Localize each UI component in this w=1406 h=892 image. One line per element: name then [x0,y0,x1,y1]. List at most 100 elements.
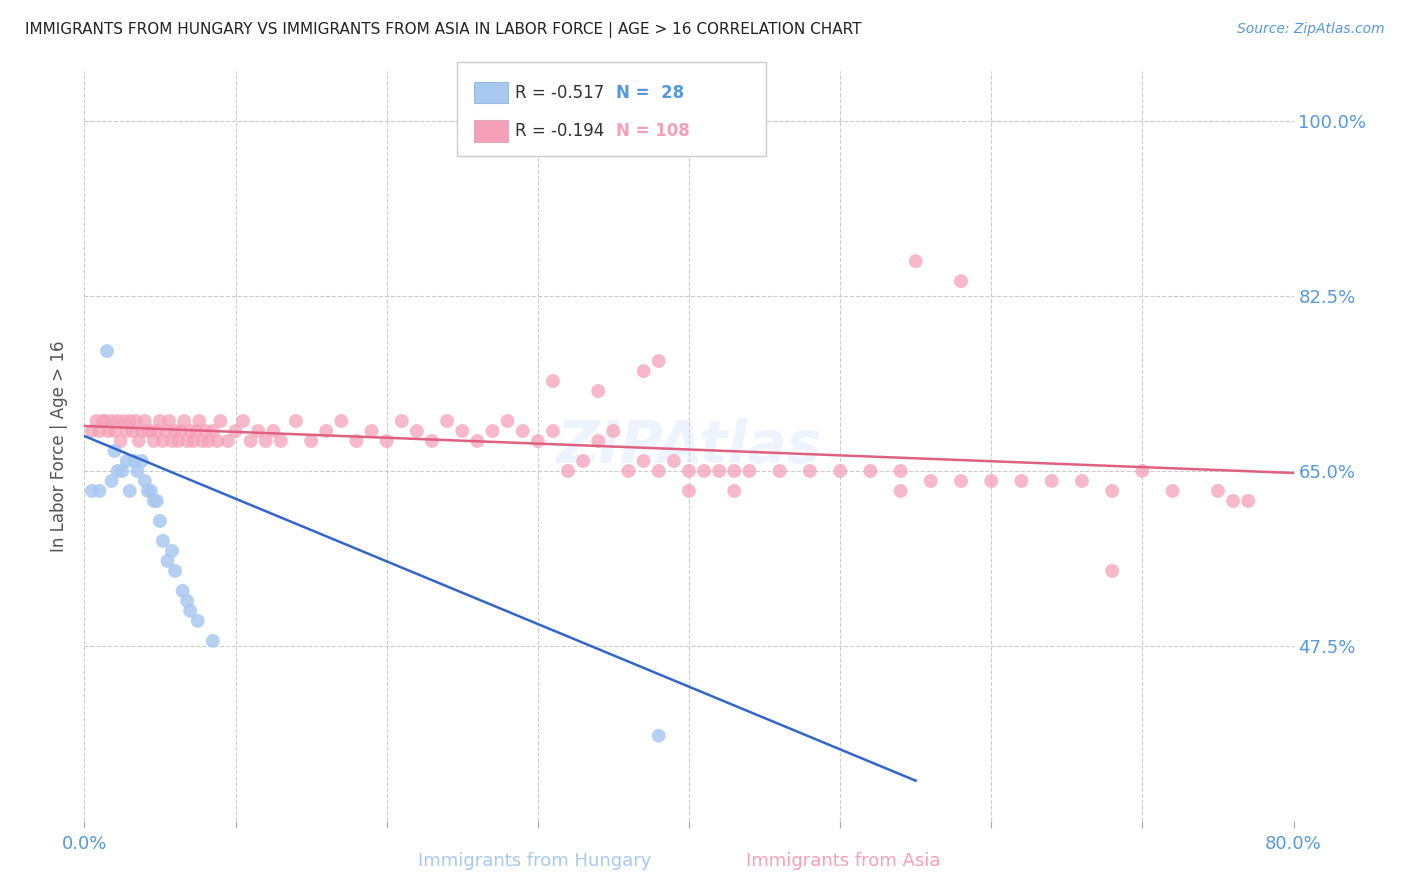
Point [187,614,209,628]
Point [96,344,118,359]
Point [100,474,122,488]
Point [527,434,550,448]
Point [232,414,254,428]
Point [451,424,474,438]
Point [139,424,162,438]
Point [330,414,353,428]
Point [496,414,519,428]
Text: Source: ZipAtlas.com: Source: ZipAtlas.com [1237,22,1385,37]
Point [80,483,103,498]
Point [136,483,159,498]
Point [723,464,745,478]
Text: N = 108: N = 108 [616,122,689,140]
Point [191,434,214,448]
Point [1222,494,1244,508]
Point [167,434,190,448]
Point [541,424,564,438]
Point [155,424,177,438]
Point [239,434,262,448]
Point [112,414,135,428]
Point [201,424,224,438]
Point [86,414,108,428]
Point [602,424,624,438]
Point [118,414,141,428]
Point [149,514,172,528]
Text: Immigrants from Asia: Immigrants from Asia [747,852,941,870]
Point [890,483,912,498]
Point [270,434,292,448]
Point [194,424,217,438]
Point [142,434,165,448]
Point [315,424,337,438]
Point [436,414,458,428]
Point [131,424,153,438]
Point [160,434,183,448]
Point [146,424,169,438]
Point [131,454,153,468]
Point [648,729,671,743]
Point [134,474,156,488]
Point [1101,564,1123,578]
Point [127,464,149,478]
Point [950,474,973,488]
Point [617,464,640,478]
Point [557,464,579,478]
Point [139,483,162,498]
Point [165,424,187,438]
Point [170,424,193,438]
Point [118,483,141,498]
Point [890,464,912,478]
Point [247,424,270,438]
Point [91,414,114,428]
Point [186,424,208,438]
Point [980,474,1002,488]
Point [107,464,129,478]
Point [346,434,368,448]
Point [125,414,148,428]
Point [225,424,247,438]
Point [360,424,382,438]
Point [160,544,183,558]
Point [920,474,942,488]
Point [146,494,169,508]
Point [391,414,413,428]
Point [830,464,852,478]
Point [420,434,443,448]
Point [122,454,145,468]
Point [1040,474,1063,488]
Point [678,464,700,478]
Point [94,414,117,428]
Point [541,374,564,388]
Point [134,414,156,428]
Point [1101,483,1123,498]
Point [156,554,179,568]
Point [100,414,122,428]
Point [111,464,134,478]
Text: R = -0.517: R = -0.517 [515,84,603,102]
Point [1206,483,1229,498]
Point [201,633,224,648]
Point [152,434,174,448]
Point [188,414,211,428]
Point [588,434,610,448]
Point [1130,464,1153,478]
Point [375,434,398,448]
Point [481,424,503,438]
Point [1071,474,1094,488]
Point [662,454,685,468]
Point [128,434,150,448]
Point [179,604,201,618]
Point [149,414,172,428]
Point [89,424,111,438]
Point [181,434,204,448]
Point [173,414,195,428]
Text: ZIPAtlas: ZIPAtlas [557,417,821,475]
Text: N =  28: N = 28 [616,84,683,102]
Point [136,424,159,438]
Point [693,464,716,478]
Point [769,464,792,478]
Point [512,424,534,438]
Point [799,464,821,478]
Point [104,424,127,438]
Point [89,483,111,498]
